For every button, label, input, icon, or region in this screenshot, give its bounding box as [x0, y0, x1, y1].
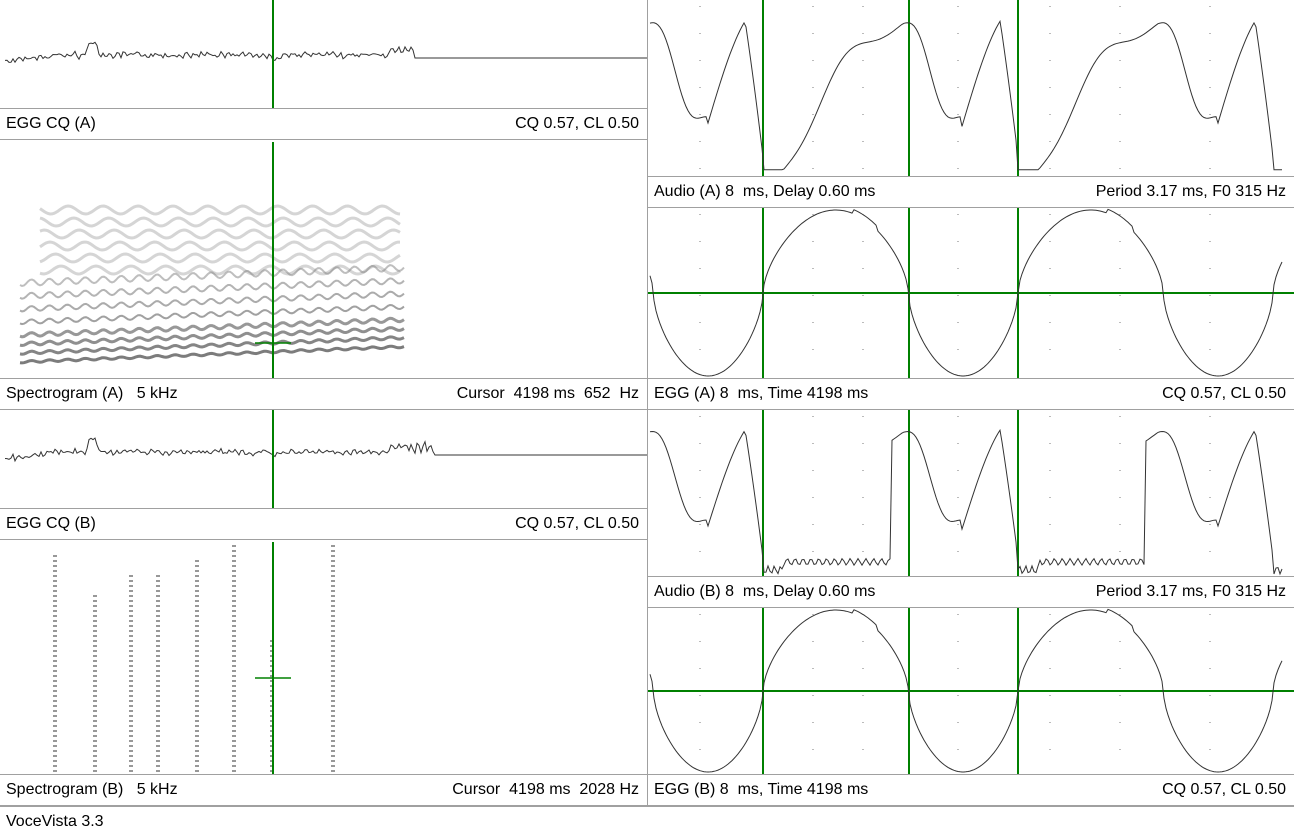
status-text: VoceVista 3.3 — [6, 813, 104, 830]
status-bar: VoceVista 3.3 — [0, 806, 1294, 837]
egg-cq-trace — [5, 42, 647, 62]
audio-trace — [650, 21, 1282, 169]
spectrogram-band — [40, 254, 400, 262]
label-bar: Spectrogram (A) 5 kHz Cursor 4198 ms 652 … — [0, 378, 647, 410]
label: Cursor 4198 ms 652 Hz — [457, 379, 639, 409]
egg-cq-trace — [5, 438, 647, 461]
label: Spectrogram (A) 5 kHz — [6, 379, 178, 409]
label-bar: Audio (A) 8 ms, Delay 0.60 ms Period 3.17… — [648, 176, 1294, 208]
label: Period 3.17 ms, F0 315 Hz — [1096, 577, 1286, 607]
label-bar: EGG CQ (A) CQ 0.57, CL 0.50 — [0, 108, 647, 140]
label: Spectrogram (B) 5 kHz — [6, 775, 178, 805]
label-bar: EGG CQ (B) CQ 0.57, CL 0.50 — [0, 508, 647, 540]
label: CQ 0.57, CL 0.50 — [1162, 775, 1286, 805]
label: Cursor 4198 ms 2028 Hz — [452, 775, 639, 805]
label: EGG (A) 8 ms, Time 4198 ms — [654, 379, 868, 409]
app-window: EGG CQ (A) CQ 0.57, CL 0.50 Spectrogram (… — [0, 0, 1294, 837]
label: Period 3.17 ms, F0 315 Hz — [1096, 177, 1286, 207]
label: EGG CQ (B) — [6, 509, 96, 539]
label: CQ 0.57, CL 0.50 — [1162, 379, 1286, 409]
label-bar: Audio (B) 8 ms, Delay 0.60 ms Period 3.17… — [648, 576, 1294, 608]
spectrogram-band — [20, 278, 404, 298]
spectrogram-band — [40, 230, 400, 238]
spectrogram-band — [40, 206, 400, 214]
spectrogram-band — [40, 218, 400, 226]
label: EGG (B) 8 ms, Time 4198 ms — [654, 775, 868, 805]
label-bar: EGG (B) 8 ms, Time 4198 ms CQ 0.57, CL 0.… — [648, 774, 1294, 806]
label-bar: EGG (A) 8 ms, Time 4198 ms CQ 0.57, CL 0.… — [648, 378, 1294, 410]
audio-trace — [650, 430, 1282, 574]
label: CQ 0.57, CL 0.50 — [515, 509, 639, 539]
spectrogram-band — [20, 346, 404, 363]
spectrogram-band — [20, 337, 404, 354]
label: CQ 0.57, CL 0.50 — [515, 109, 639, 139]
label-bar: Spectrogram (B) 5 kHz Cursor 4198 ms 2028… — [0, 774, 647, 806]
label: Audio (A) 8 ms, Delay 0.60 ms — [654, 177, 875, 207]
spectrogram-band — [20, 292, 404, 312]
spectrogram-band — [40, 242, 400, 250]
label: EGG CQ (A) — [6, 109, 96, 139]
label: Audio (B) 8 ms, Delay 0.60 ms — [654, 577, 875, 607]
